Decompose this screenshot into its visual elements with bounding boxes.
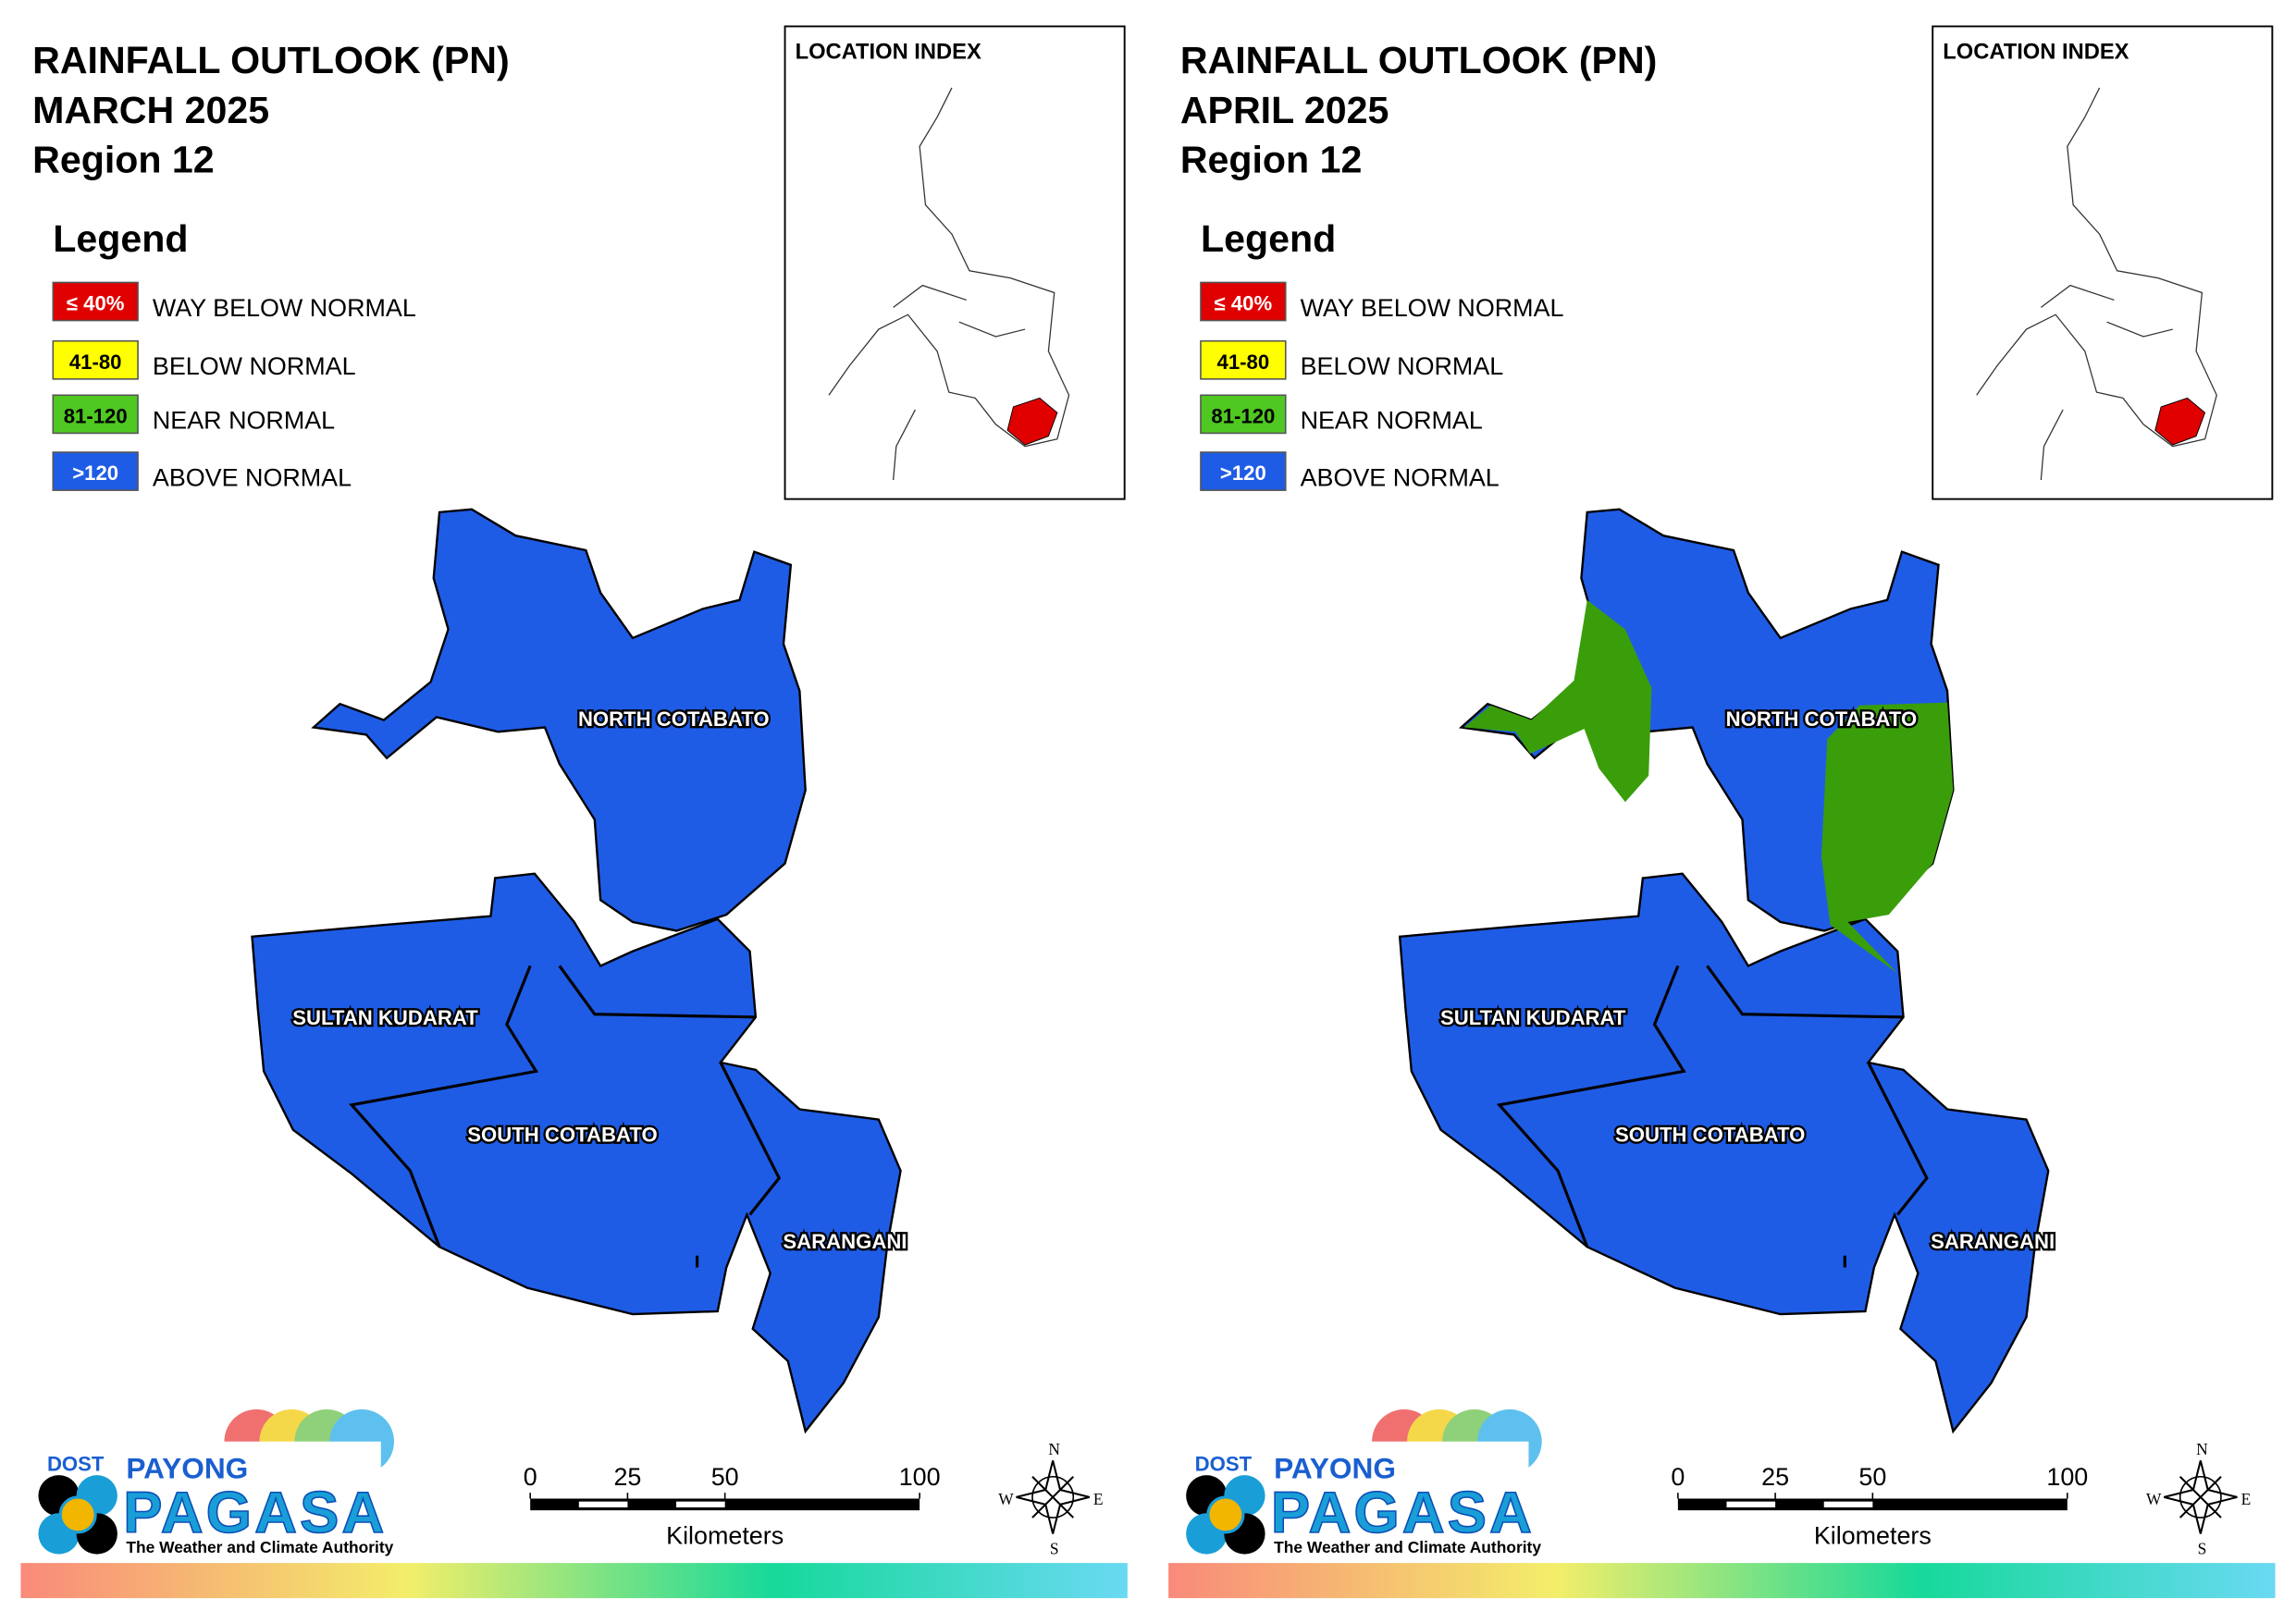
scale-bar-segment [1823, 1501, 1873, 1507]
province [251, 872, 902, 1434]
legend-title: Legend [53, 217, 188, 260]
compass-letter: E [1093, 1490, 1104, 1508]
legend-label: ABOVE NORMAL [153, 463, 352, 491]
province-label: SULTAN KUDARAT [1440, 1006, 1626, 1029]
footer-band [1168, 1563, 2276, 1599]
compass-rose [2164, 1460, 2238, 1534]
scale-bar-segment [1726, 1501, 1776, 1507]
title-line: Region 12 [1180, 139, 1363, 181]
legend-label: BELOW NORMAL [153, 352, 356, 380]
title-line: Region 12 [32, 139, 215, 181]
province-label: SARANGANI [783, 1230, 907, 1253]
title-line: RAINFALL OUTLOOK (PN) [1180, 39, 1658, 81]
title-line: MARCH 2025 [32, 89, 269, 131]
scale-tick-label: 50 [711, 1463, 739, 1491]
compass-letter: N [1048, 1440, 1060, 1458]
legend-swatch-label: ≤ 40% [1215, 291, 1273, 314]
inset-title: LOCATION INDEX [796, 40, 981, 64]
legend-label: NEAR NORMAL [1301, 407, 1483, 435]
province-label: SULTAN KUDARAT [292, 1006, 478, 1029]
legend-swatch [52, 451, 139, 491]
legend-swatch [1200, 281, 1287, 322]
compass-ring [1031, 1475, 1075, 1518]
inset-outline [828, 87, 1070, 481]
logo-umbrella-base [1367, 1441, 1529, 1479]
legend-swatch [1200, 451, 1287, 491]
footer-band [20, 1563, 1128, 1599]
legend-label: ABOVE NORMAL [1301, 463, 1500, 491]
legend-swatch [52, 339, 139, 380]
province-label: NORTH COTABATO [578, 707, 770, 731]
inset-title: LOCATION INDEX [1943, 40, 2129, 64]
province-label: SARANGANI [1931, 1230, 2055, 1253]
inset-outline [1976, 87, 2217, 481]
logo-payong: PAYONG [126, 1451, 248, 1484]
boundary [349, 965, 782, 1268]
legend-swatch-label: >120 [1220, 461, 1266, 485]
legend-swatch-label: >120 [72, 461, 118, 485]
logo-pagasa: PAGASA [1271, 1481, 1535, 1545]
inset-frame [1932, 25, 2274, 500]
scale-tick-label: 0 [1671, 1463, 1685, 1491]
logo-seal [58, 1495, 97, 1534]
scale-tick-label: 25 [613, 1463, 641, 1491]
scale-tick-label: 100 [2046, 1463, 2088, 1491]
scale-tick-label: 50 [1858, 1463, 1886, 1491]
near-normal-area [1463, 599, 1652, 803]
logo-tagline: The Weather and Climate Authority [126, 1538, 393, 1556]
panel: RAINFALL OUTLOOK (PN) APRIL 2025 Region 12… [1168, 25, 2276, 1599]
legend-swatch [1200, 394, 1287, 435]
boundary [1496, 965, 1929, 1268]
province [311, 508, 807, 932]
scale-tick-label: 0 [524, 1463, 537, 1491]
legend-swatch-label: 41-80 [1217, 350, 1270, 374]
compass-letter: W [2146, 1490, 2162, 1508]
logo-dost: DOST [1195, 1452, 1253, 1475]
legend-title: Legend [1201, 217, 1336, 260]
scale-unit: Kilometers [666, 1522, 784, 1550]
legend-swatch [1200, 339, 1287, 380]
logo-seal [1206, 1495, 1245, 1534]
logo-pagasa: PAGASA [123, 1481, 387, 1545]
province-label: SOUTH COTABATO [1615, 1123, 1805, 1146]
legend-label: BELOW NORMAL [1301, 352, 1504, 380]
logo-umbrella-base [219, 1441, 381, 1479]
legend-swatch [52, 281, 139, 322]
legend-label: NEAR NORMAL [153, 407, 335, 435]
legend-swatch-label: 41-80 [69, 350, 122, 374]
province-label: NORTH COTABATO [1726, 707, 1918, 731]
compass-letter: N [2196, 1440, 2208, 1458]
title-line: RAINFALL OUTLOOK (PN) [32, 39, 510, 81]
province [1398, 872, 2050, 1434]
logo-payong: PAYONG [1274, 1451, 1396, 1484]
compass-letter: W [998, 1490, 1014, 1508]
logo-dost: DOST [47, 1452, 105, 1475]
legend-label: WAY BELOW NORMAL [1301, 294, 1564, 322]
province-label: SOUTH COTABATO [467, 1123, 657, 1146]
near-normal-area [1821, 702, 1954, 974]
legend-swatch-label: ≤ 40% [67, 291, 125, 314]
logo-tagline: The Weather and Climate Authority [1274, 1538, 1541, 1556]
title-line: APRIL 2025 [1180, 89, 1389, 131]
scale-unit: Kilometers [1814, 1522, 1932, 1550]
compass-letter: E [2241, 1490, 2252, 1508]
inset-frame [784, 25, 1126, 500]
legend-swatch [52, 394, 139, 435]
compass-letter: S [1050, 1540, 1059, 1558]
scale-tick-label: 25 [1761, 1463, 1789, 1491]
scale-bar-segment [676, 1501, 725, 1507]
inset-region [2154, 397, 2206, 446]
compass-letter: S [2198, 1540, 2207, 1558]
compass-ring [2179, 1475, 2222, 1518]
scale-tick-label: 100 [899, 1463, 941, 1491]
panel: RAINFALL OUTLOOK (PN) MARCH 2025 Region 12… [20, 25, 1128, 1599]
inset-region [1006, 397, 1058, 446]
legend-label: WAY BELOW NORMAL [153, 294, 416, 322]
legend-swatch-label: 81-120 [1211, 404, 1275, 427]
compass-rose [1016, 1460, 1090, 1534]
legend-swatch-label: 81-120 [64, 404, 128, 427]
scale-bar-segment [578, 1501, 628, 1507]
